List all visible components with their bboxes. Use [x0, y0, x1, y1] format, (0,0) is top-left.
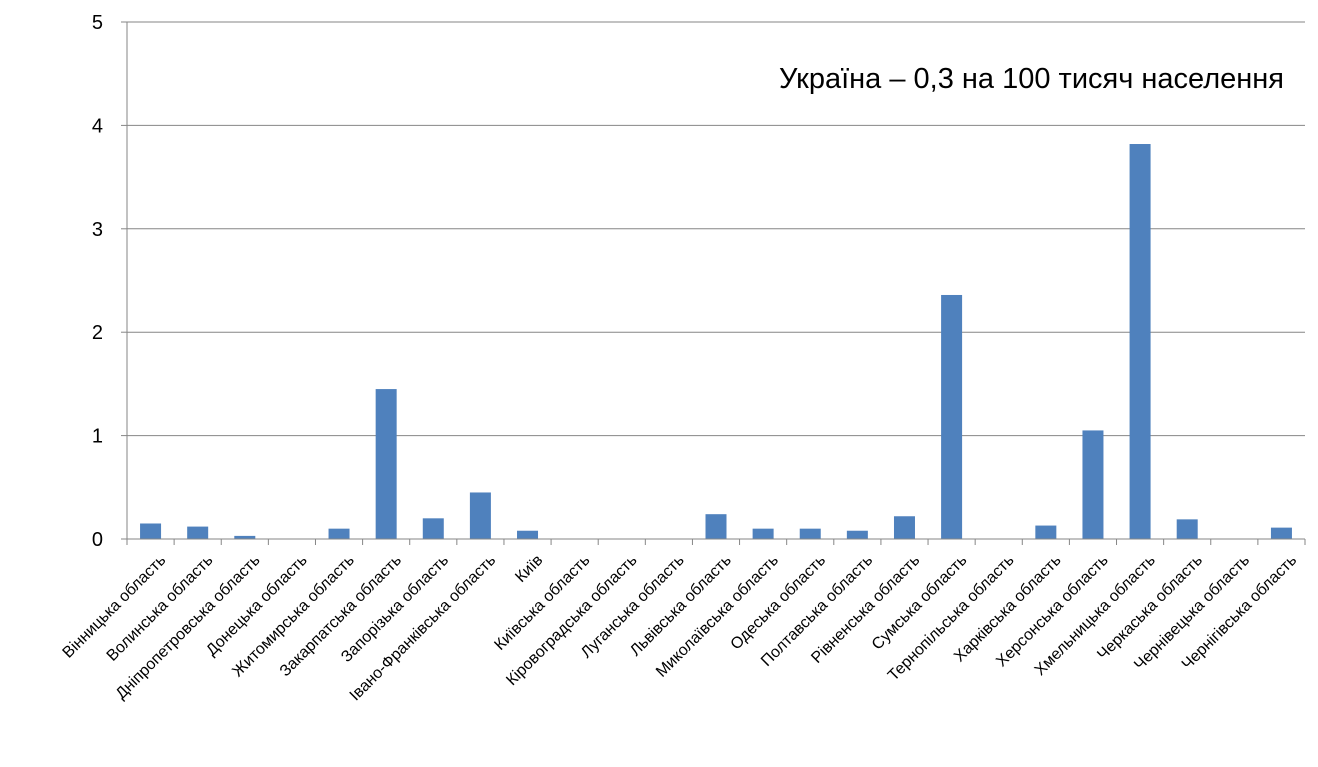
bar-15 [846, 530, 868, 539]
y-tick-label-2: 2 [92, 322, 103, 344]
y-tick-label-3: 3 [92, 219, 103, 241]
y-tick-label-0: 0 [92, 529, 103, 551]
bar-24 [1270, 527, 1292, 539]
x-category-label-8: Київ [512, 552, 546, 586]
bar-22 [1176, 519, 1198, 539]
axes [121, 21, 1306, 545]
bar-0 [140, 523, 162, 539]
bar-20 [1082, 430, 1104, 539]
bar-2 [234, 535, 256, 539]
bar-12 [705, 514, 727, 539]
gridlines [127, 21, 1305, 437]
bar-4 [328, 528, 350, 539]
y-tick-label-5: 5 [92, 12, 103, 34]
bar-19 [1035, 525, 1057, 539]
bar-14 [799, 528, 821, 539]
bar-1 [187, 526, 209, 539]
bar-5 [375, 389, 397, 539]
bar-7 [469, 492, 491, 539]
y-tick-label-4: 4 [92, 115, 103, 137]
bars [140, 144, 1292, 539]
y-axis-tick-labels: 0 1 2 3 4 5 [92, 12, 103, 551]
bar-13 [752, 528, 774, 539]
y-tick-label-1: 1 [92, 426, 103, 448]
bar-21 [1129, 144, 1151, 539]
bar-17 [941, 294, 963, 539]
chart-annotation: Україна – 0,3 на 100 тисяч населення [779, 63, 1284, 95]
bar-6 [422, 518, 444, 539]
bar-8 [517, 530, 539, 539]
bar-16 [893, 516, 915, 539]
